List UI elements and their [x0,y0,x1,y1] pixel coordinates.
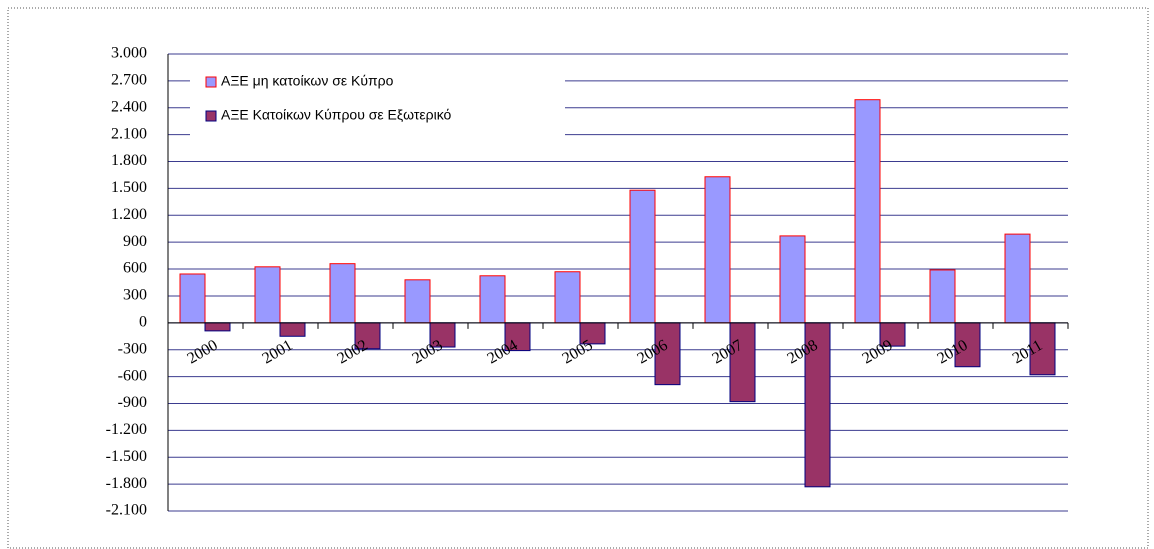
bar [929,269,956,324]
legend-label: ΑΞΕ Κατοίκων Κύπρου σε Εξωτερικό [221,107,452,123]
y-tick-label: 2.700 [111,72,147,89]
x-tick-label: 2000 [184,337,220,368]
y-tick-label: -1.500 [106,448,147,465]
y-tick-label: 1.800 [111,152,147,169]
y-tick-label: -300 [118,340,147,357]
y-tick-label: -600 [118,367,147,384]
legend-swatch [205,110,217,122]
bar [254,266,281,324]
bar [479,275,506,324]
y-tick-label: -1.200 [106,421,147,438]
bar [804,322,831,488]
bar [429,322,456,348]
bar [1029,322,1056,376]
y-tick-label: -2.100 [106,502,147,519]
y-tick-label: 0 [139,313,147,330]
y-tick-label: 3.000 [111,45,147,62]
bar [504,322,531,352]
x-tick-label: 2001 [259,337,295,368]
bar [554,271,581,324]
bar [404,279,431,324]
legend-swatch [205,76,217,88]
y-tick-label: 1.500 [111,179,147,196]
bar [204,322,231,332]
legend-label: ΑΞΕ μη κατοίκων σε Κύπρο [221,73,394,89]
bar [954,322,981,368]
bar [854,99,881,324]
y-tick-label: 300 [123,287,147,304]
bar [329,263,356,324]
bar [704,176,731,324]
bar [654,322,681,386]
bar [729,322,756,403]
bar [779,235,806,324]
bar [279,322,306,337]
y-tick-label: 2.400 [111,98,147,115]
y-tick-label: 2.100 [111,125,147,142]
y-tick-label: -1.800 [106,475,147,492]
legend [190,64,565,150]
y-tick-label: -900 [118,394,147,411]
frame [7,7,1149,549]
y-tick-label: 1.200 [111,206,147,223]
y-tick-label: 900 [123,233,147,250]
bar [1004,233,1031,324]
bar [629,189,656,324]
y-tick-label: 600 [123,260,147,277]
bar [179,273,206,324]
